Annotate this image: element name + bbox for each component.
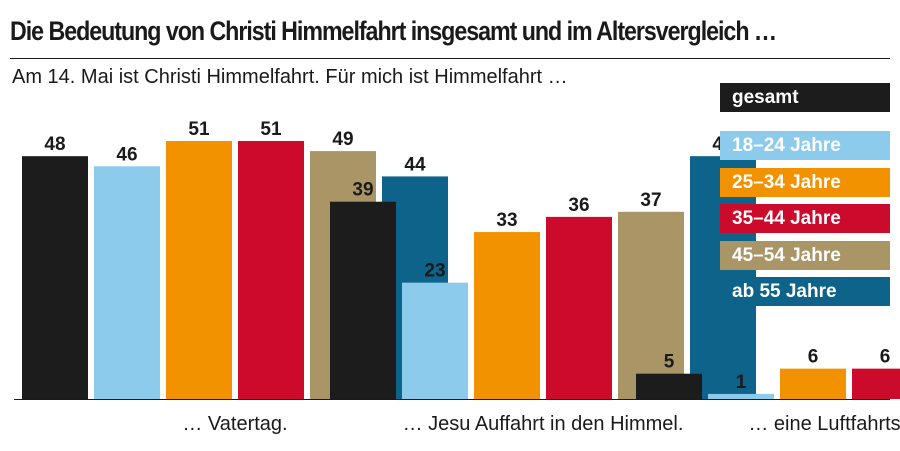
title-divider [10,58,890,59]
data-label-ab-55-jahre-1: 44 [404,154,426,175]
bar-18-24-jahre-3 [708,393,774,399]
bar-35-44-jahre-3 [852,368,900,399]
legend-item-35-44-jahre: 35–44 Jahre [720,204,890,233]
data-label-25-34-jahre-1: 51 [188,119,210,140]
category-label-3: … eine Luftfahrtschau. [748,413,900,435]
data-label-25-34-jahre-3: 6 [808,347,819,368]
bar-gesamt-1 [22,156,88,399]
bar-25-34-jahre-1 [166,141,232,399]
legend-item-gesamt: gesamt [720,83,890,112]
data-label-45-54-jahre-1: 49 [332,129,353,150]
bar-25-34-jahre-3 [780,368,846,399]
data-label-25-34-jahre-2: 33 [496,210,517,231]
bar-18-24-jahre-1 [94,166,160,399]
legend-item-ab-55-jahre: ab 55 Jahre [720,277,890,306]
legend-item-25-34-jahre: 25–34 Jahre [720,168,890,197]
data-label-45-54-jahre-2: 37 [640,190,661,211]
data-label-18-24-jahre-2: 23 [424,261,445,282]
category-label-1: … Vatertag. [182,413,287,435]
data-label-35-44-jahre-2: 36 [568,195,589,216]
bar-18-24-jahre-2 [402,282,468,399]
data-label-gesamt-3: 5 [664,352,675,373]
legend-item-45-54-jahre: 45–54 Jahre [720,241,890,270]
data-label-gesamt-1: 48 [44,134,65,155]
bar-45-54-jahre-2 [618,211,684,399]
bar-gesamt-3 [636,373,702,399]
data-label-18-24-jahre-1: 46 [116,144,137,165]
chart-title: Die Bedeutung von Christi Himmelfahrt in… [10,16,777,46]
bar-25-34-jahre-2 [474,232,540,399]
bar-35-44-jahre-1 [238,141,304,399]
bar-35-44-jahre-2 [546,216,612,399]
bar-gesamt-2 [330,201,396,399]
data-label-35-44-jahre-1: 51 [260,119,282,140]
data-label-gesamt-2: 39 [352,180,373,201]
legend-item-18-24-jahre: 18–24 Jahre [720,131,890,160]
chart-subtitle: Am 14. Mai ist Christi Himmelfahrt. Für … [12,66,568,88]
category-label-2: … Jesu Auffahrt in den Himmel. [403,413,684,435]
data-label-18-24-jahre-3: 1 [736,372,747,393]
data-label-35-44-jahre-3: 6 [880,347,891,368]
